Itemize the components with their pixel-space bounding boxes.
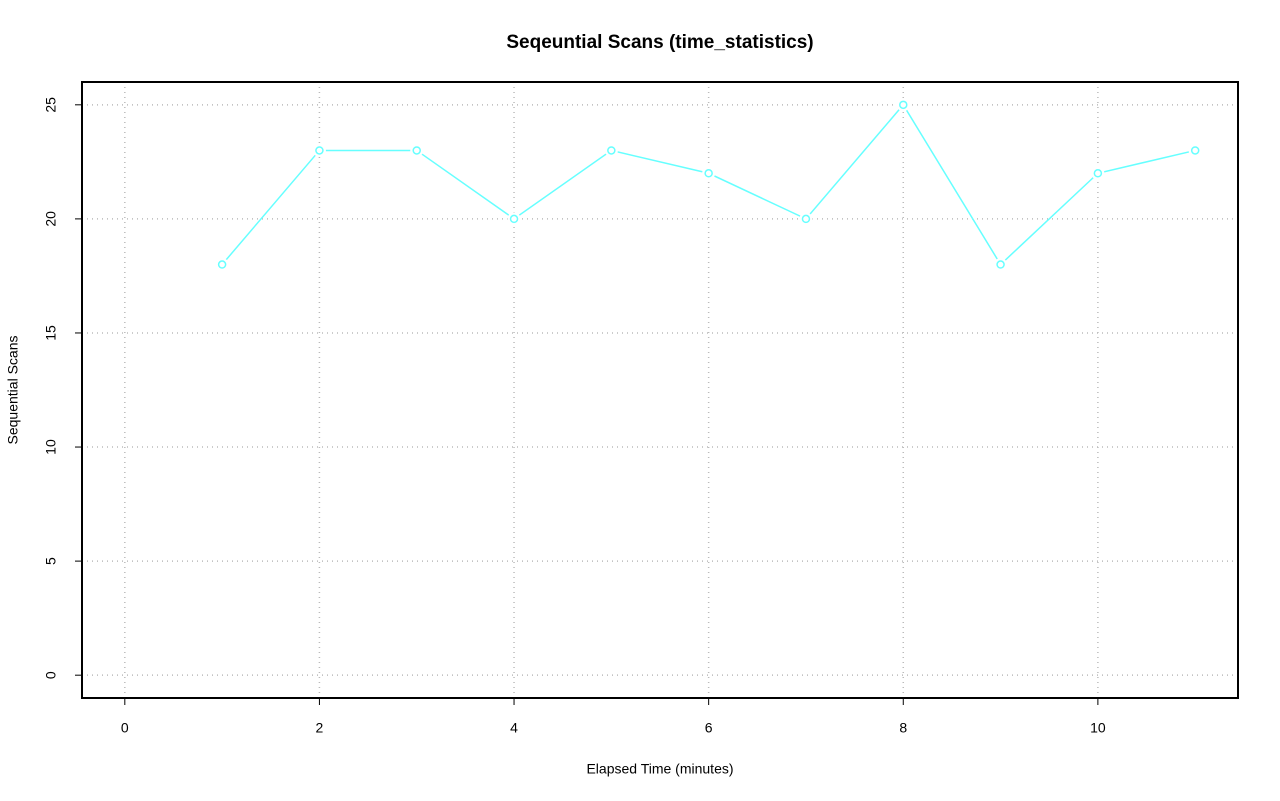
data-point: [412, 146, 421, 155]
data-point: [217, 260, 227, 269]
x-tick-label: 8: [899, 720, 907, 736]
y-tick-label: 15: [43, 325, 59, 341]
data-point: [801, 214, 811, 224]
x-tick-label: 0: [121, 720, 129, 736]
chart-title: Seqeuntial Scans (time_statistics): [506, 32, 813, 53]
data-point: [607, 146, 616, 155]
data-point: [1093, 169, 1103, 178]
y-tick-label: 10: [43, 439, 59, 455]
y-tick-label: 0: [43, 671, 59, 679]
x-tick-label: 4: [510, 720, 518, 736]
y-tick-label: 20: [43, 211, 59, 227]
x-tick-label: 2: [316, 720, 324, 736]
x-axis-label: Elapsed Time (minutes): [586, 761, 733, 777]
y-tick-label: 25: [43, 97, 59, 113]
y-tick-label: 5: [43, 557, 59, 565]
plot-frame: [81, 81, 1239, 699]
data-point: [899, 100, 908, 110]
x-tick-label: 6: [705, 720, 713, 736]
data-point: [996, 260, 1005, 269]
x-tick-label: 10: [1090, 720, 1106, 736]
data-point: [509, 214, 519, 224]
data-point: [704, 169, 713, 178]
data-point: [315, 146, 324, 155]
data-point: [1190, 146, 1200, 155]
y-axis-label: Sequential Scans: [5, 336, 21, 445]
